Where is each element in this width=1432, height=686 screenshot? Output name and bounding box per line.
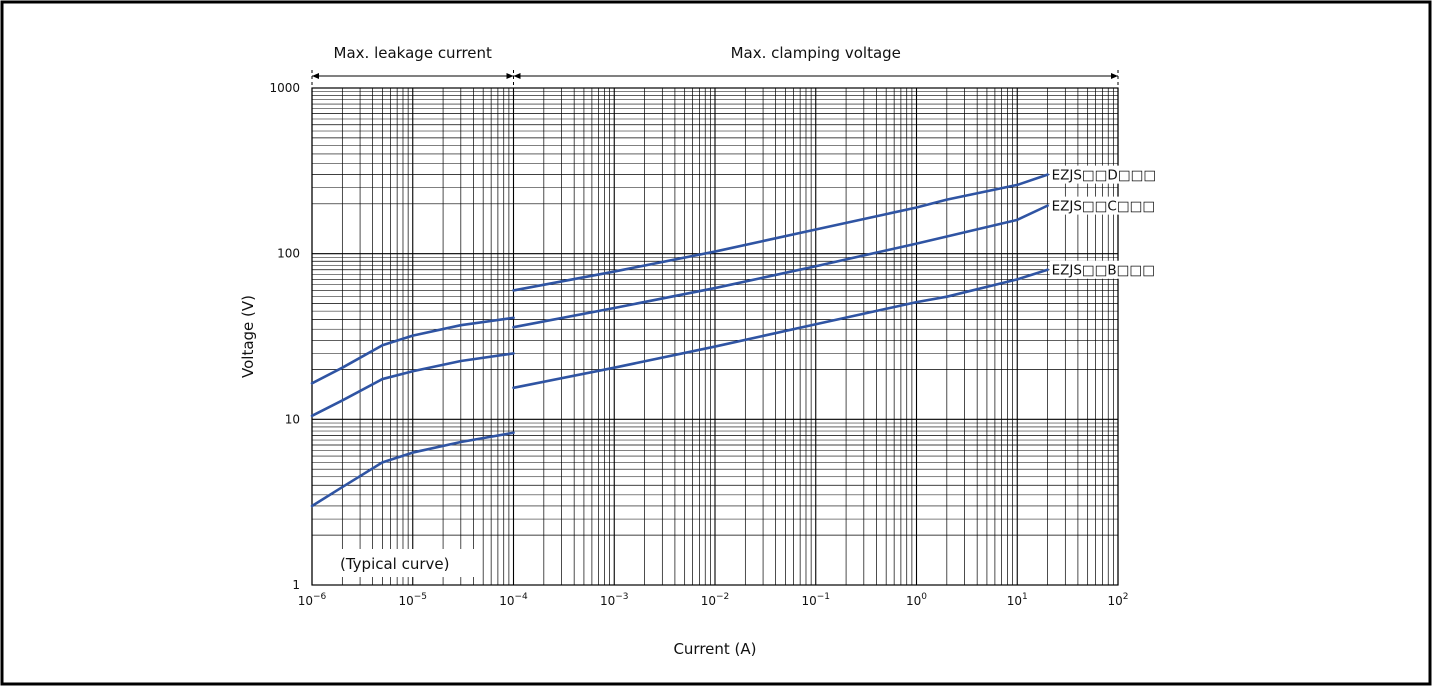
x-tick-label: 10−3 [600, 592, 629, 608]
region-label: Max. leakage current [334, 44, 492, 62]
x-tick-label: 10−1 [801, 592, 830, 608]
x-tick-labels: 10−6 10−5 10−4 10−3 10−2 10−1 100 101 102 [298, 592, 1129, 608]
x-tick-label: 100 [906, 592, 927, 608]
x-tick-exponent: −4 [515, 592, 529, 602]
x-tick-exponent: −2 [716, 592, 729, 602]
series-line [512, 204, 1049, 329]
region-arrow-left [312, 73, 319, 79]
x-tick-base: 10 [1107, 594, 1122, 608]
x-tick-exponent: −3 [615, 592, 628, 602]
series-layer [310, 173, 1049, 508]
note-box [332, 549, 478, 577]
region-label: Max. clamping voltage [731, 44, 901, 62]
series-line [310, 352, 515, 418]
x-tick-label: 10−5 [398, 592, 427, 608]
x-tick-base: 10 [398, 594, 413, 608]
region-arrow-right [506, 73, 514, 79]
series-line [310, 316, 515, 385]
x-tick-label: 10−6 [298, 592, 327, 608]
series-label: EZJS□□D□□□ [1052, 168, 1157, 184]
x-tick-label: 101 [1007, 592, 1028, 608]
x-tick-base: 10 [801, 594, 816, 608]
series-line [310, 431, 515, 508]
x-tick-base: 10 [906, 594, 921, 608]
series-label: EZJS□□B□□□ [1052, 263, 1155, 279]
x-tick-label: 10−2 [701, 592, 730, 608]
region-arrow-left [513, 73, 521, 79]
series-label-bg [1049, 196, 1184, 215]
series-label-bg [1049, 260, 1184, 279]
region-brackets: Max. leakage current Max. clamping voltag… [311, 44, 1119, 88]
x-tick-base: 10 [298, 594, 313, 608]
series-label-bg [1049, 165, 1184, 184]
y-tick-labels: 1 10 100 1000 [269, 81, 300, 592]
y-tick-label: 1 [292, 578, 300, 592]
region-arrow-right [1111, 73, 1118, 79]
series-line [512, 173, 1049, 292]
plot-border [311, 87, 1119, 586]
y-tick-label: 100 [277, 247, 300, 261]
series-line [512, 268, 1049, 390]
x-tick-exponent: −6 [313, 592, 327, 602]
x-tick-exponent: 0 [921, 592, 927, 602]
x-axis-title: Current (A) [673, 640, 756, 658]
x-tick-exponent: −1 [817, 592, 830, 602]
x-tick-exponent: −5 [414, 592, 427, 602]
y-axis-title: Voltage (V) [239, 295, 257, 378]
x-tick-label: 102 [1107, 592, 1128, 608]
x-tick-exponent: 2 [1123, 592, 1129, 602]
series-label: EZJS□□C□□□ [1052, 199, 1156, 215]
x-tick-label: 10−4 [499, 592, 528, 608]
typical-curve-note: (Typical curve) [340, 555, 450, 573]
x-tick-base: 10 [499, 594, 514, 608]
x-tick-exponent: 1 [1022, 592, 1028, 602]
grid-minor [312, 88, 1118, 585]
grid-major [311, 88, 1119, 586]
x-tick-base: 10 [1007, 594, 1022, 608]
y-tick-label: 10 [285, 412, 300, 426]
x-tick-base: 10 [600, 594, 615, 608]
series-labels: EZJS□□D□□□ EZJS□□C□□□ EZJS□□B□□□ [1049, 165, 1184, 279]
y-tick-label: 1000 [269, 81, 300, 95]
x-tick-base: 10 [701, 594, 716, 608]
